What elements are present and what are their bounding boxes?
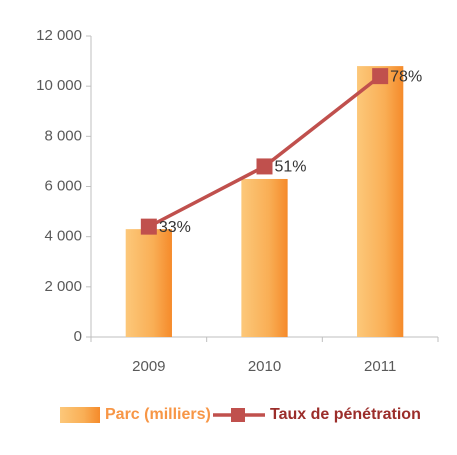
line-marker	[256, 158, 273, 175]
line-marker	[140, 218, 157, 235]
data-label: 78%	[390, 68, 422, 85]
y-tick-label: 8 000	[44, 127, 82, 144]
x-tick-label: 2010	[248, 358, 281, 375]
x-tick-label: 2011	[364, 358, 396, 375]
bar	[241, 178, 288, 337]
y-tick-label: 12 000	[36, 27, 82, 44]
bar	[357, 66, 404, 337]
legend-marker	[231, 408, 245, 422]
y-tick-label: 6 000	[44, 177, 82, 194]
data-label: 51%	[275, 159, 307, 176]
legend-swatch	[60, 407, 100, 423]
y-tick-label: 10 000	[36, 77, 82, 94]
y-tick-label: 2 000	[44, 278, 82, 295]
x-tick-label: 2009	[132, 358, 165, 375]
bar	[125, 229, 172, 337]
legend-label: Taux de pénétration	[270, 406, 421, 423]
y-tick-label: 4 000	[44, 228, 82, 245]
data-label: 33%	[159, 219, 191, 236]
y-tick-label: 0	[74, 328, 82, 345]
legend-label: Parc (milliers)	[105, 406, 211, 423]
line-marker	[372, 68, 389, 85]
